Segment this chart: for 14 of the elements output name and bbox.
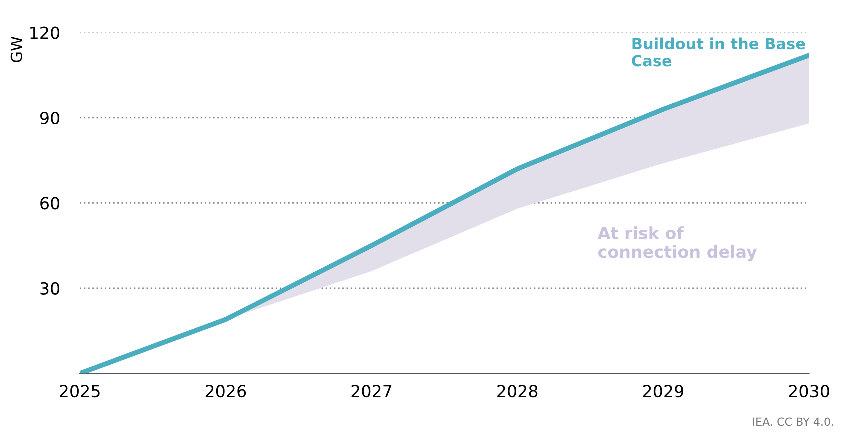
y-axis-title: GW bbox=[10, 36, 22, 62]
x-tick-label: 2030 bbox=[789, 385, 830, 398]
y-tick-label: 120 bbox=[30, 26, 60, 40]
annotation: At risk of connection delay bbox=[598, 226, 758, 262]
x-tick-label: 2026 bbox=[206, 385, 246, 398]
x-tick-label: 2027 bbox=[352, 385, 392, 398]
x-tick-label: 2025 bbox=[60, 385, 100, 398]
x-tick-label: 2029 bbox=[643, 385, 684, 398]
y-tick-label: 60 bbox=[40, 197, 60, 210]
y-tick-label: 30 bbox=[40, 282, 60, 295]
text: IEA. CC BY 4.0. bbox=[753, 418, 834, 426]
x-tick-label: 2028 bbox=[498, 385, 538, 398]
y-tick-label: 90 bbox=[40, 112, 60, 125]
series-label: Buildout in the Base Case bbox=[632, 38, 806, 67]
